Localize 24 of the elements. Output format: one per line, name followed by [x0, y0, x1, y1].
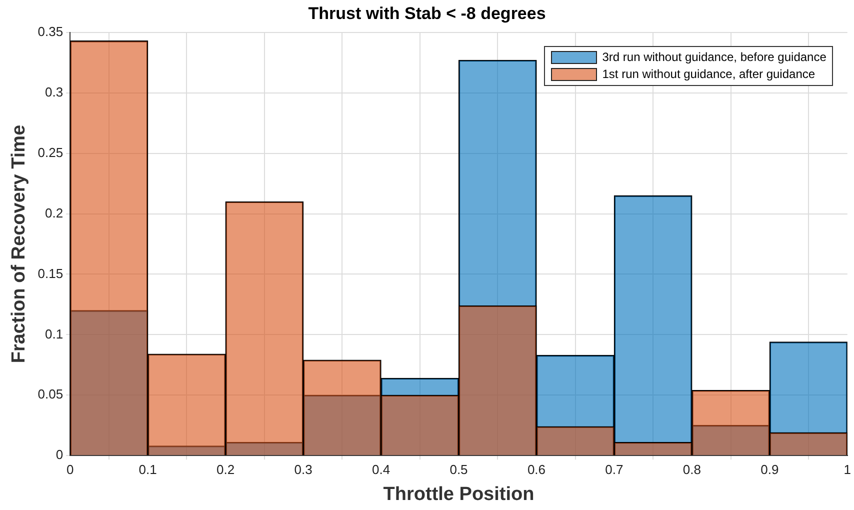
x-tick-label: 0.2	[216, 462, 235, 477]
x-tick-label: 0.4	[372, 462, 390, 477]
x-tick-label: 0.8	[682, 462, 701, 477]
y-tick-label: 0.3	[45, 84, 64, 100]
legend-label: 1st run without guidance, after guidance	[602, 66, 816, 84]
x-axis-title: Throttle Position	[383, 484, 534, 505]
x-tick-label: 0.7	[605, 462, 624, 477]
y-axis-title: Fraction of Recovery Time	[8, 124, 30, 364]
x-tick-label: 0.5	[450, 462, 468, 477]
y-tick-label: 0.2	[45, 205, 64, 220]
x-tick-label: 0.9	[760, 462, 779, 477]
y-tick-label: 0.25	[38, 144, 64, 160]
y-tick-label: 0	[56, 447, 64, 462]
y-tick-label: 0.15	[38, 266, 64, 281]
y-tick-label: 0.05	[38, 386, 64, 402]
x-tick-label: 0.6	[527, 462, 546, 477]
y-tick-label: 0.35	[38, 24, 64, 39]
x-tick-label: 0.1	[138, 462, 157, 477]
x-tick-label: 0	[66, 462, 74, 477]
x-tick-label: 1	[844, 462, 851, 477]
legend-label: 3rd run without guidance, before guidance	[602, 49, 826, 66]
x-tick-label: 0.3	[294, 462, 312, 477]
y-tick-label: 0.1	[45, 326, 64, 342]
chart-title: Thrust with Stab < -8 degrees	[308, 4, 546, 23]
